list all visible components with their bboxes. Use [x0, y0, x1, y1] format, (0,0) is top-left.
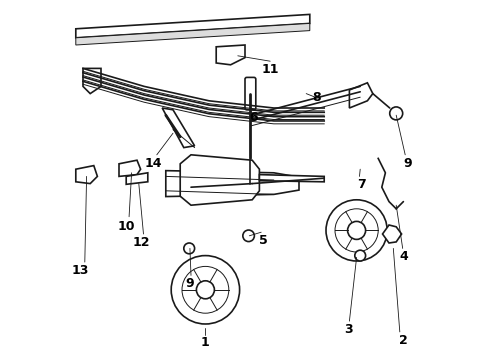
Text: 11: 11 — [262, 63, 279, 76]
Text: 14: 14 — [145, 157, 162, 170]
Text: 13: 13 — [72, 264, 89, 277]
Polygon shape — [126, 173, 148, 184]
Polygon shape — [180, 155, 259, 205]
Polygon shape — [383, 225, 402, 243]
Circle shape — [335, 209, 378, 252]
Polygon shape — [162, 108, 195, 148]
Circle shape — [326, 200, 387, 261]
Polygon shape — [76, 14, 310, 38]
Polygon shape — [349, 83, 373, 108]
Text: 7: 7 — [357, 178, 366, 191]
Polygon shape — [166, 171, 299, 197]
Circle shape — [355, 250, 366, 261]
Text: 6: 6 — [250, 111, 258, 123]
Text: 2: 2 — [399, 334, 408, 347]
Text: 9: 9 — [185, 277, 194, 290]
Text: 12: 12 — [133, 237, 150, 249]
Circle shape — [182, 266, 229, 313]
Polygon shape — [216, 45, 245, 65]
Polygon shape — [83, 68, 101, 94]
Circle shape — [171, 256, 240, 324]
Text: 8: 8 — [313, 91, 321, 104]
Polygon shape — [119, 160, 141, 176]
Circle shape — [196, 281, 215, 299]
Text: 1: 1 — [201, 336, 210, 349]
Polygon shape — [259, 175, 324, 182]
Polygon shape — [76, 23, 310, 45]
Text: 9: 9 — [403, 157, 412, 170]
Circle shape — [347, 221, 366, 239]
Circle shape — [184, 243, 195, 254]
Text: 3: 3 — [344, 323, 353, 336]
Circle shape — [390, 107, 403, 120]
FancyBboxPatch shape — [245, 77, 256, 110]
Text: 4: 4 — [400, 250, 409, 263]
Text: 5: 5 — [259, 234, 268, 247]
Text: 10: 10 — [118, 220, 135, 233]
Polygon shape — [76, 166, 98, 184]
Circle shape — [243, 230, 254, 242]
